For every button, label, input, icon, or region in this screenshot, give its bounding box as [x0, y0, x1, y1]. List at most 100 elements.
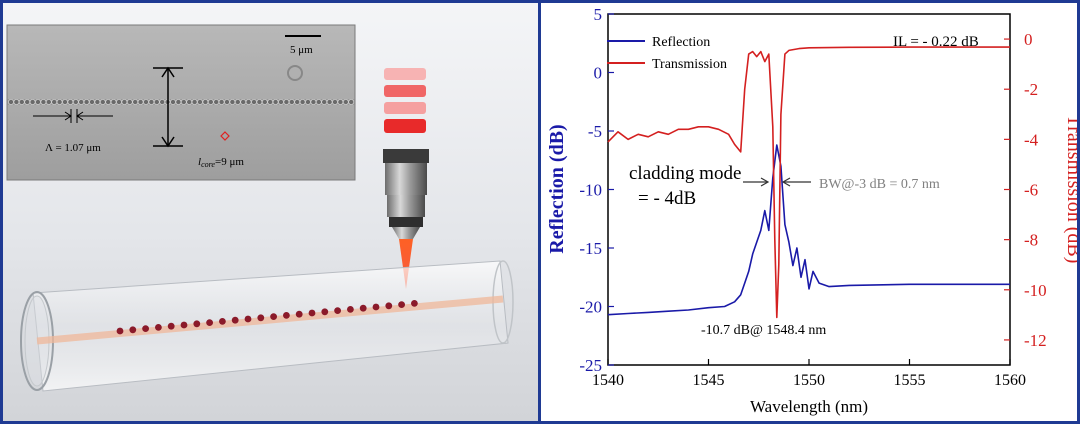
- micro-point: [170, 99, 175, 104]
- fiber-point: [270, 313, 277, 320]
- fiber-point: [283, 312, 290, 319]
- micro-point: [8, 99, 13, 104]
- x-tick-label: 1545: [693, 372, 725, 389]
- annotation-insertion-loss: IL = - 0.22 dB: [893, 34, 979, 50]
- micro-point: [295, 99, 300, 104]
- fiber-point: [373, 304, 380, 311]
- micro-point: [300, 99, 305, 104]
- fiber-point: [168, 323, 175, 330]
- micro-point: [246, 99, 251, 104]
- fiber-point: [193, 320, 200, 327]
- fiber-point: [360, 305, 367, 312]
- fiber-point: [309, 310, 316, 317]
- fiber-point: [245, 316, 252, 323]
- fiber-point: [411, 300, 418, 307]
- micro-point: [111, 99, 116, 104]
- micro-point: [52, 99, 57, 104]
- micro-point: [322, 99, 327, 104]
- y-left-tick-label: -15: [579, 239, 602, 258]
- x-axis-label: Wavelength (nm): [750, 397, 868, 416]
- scale-bar-label: 5 μm: [290, 44, 313, 56]
- y-right-tick-label: -2: [1024, 80, 1038, 99]
- annotation-cladding-line2: = - 4dB: [638, 188, 696, 209]
- micro-point: [35, 99, 40, 104]
- fiber-point: [385, 302, 392, 309]
- micro-point: [305, 99, 310, 104]
- fiber-point: [347, 306, 354, 313]
- y-left-tick-label: 0: [594, 64, 603, 83]
- fiber-point: [257, 314, 264, 321]
- micro-point: [343, 99, 348, 104]
- micro-point: [273, 99, 278, 104]
- micro-point: [138, 99, 143, 104]
- micro-point: [30, 99, 35, 104]
- micro-point: [224, 99, 229, 104]
- y-left-tick-label: 5: [594, 5, 603, 24]
- fiber-point: [296, 311, 303, 318]
- micro-point: [122, 99, 127, 104]
- annotation-cladding-line1: cladding mode: [629, 163, 741, 184]
- legend-label-transmission: Transmission: [652, 57, 727, 72]
- micro-point: [197, 99, 202, 104]
- y-right-tick-label: 0: [1024, 30, 1033, 49]
- micro-point: [284, 99, 289, 104]
- micro-point: [268, 99, 273, 104]
- micro-point: [311, 99, 316, 104]
- fiber-point: [232, 317, 239, 324]
- micro-point: [14, 99, 19, 104]
- micrograph-inset: 5 μm Λ = 1.07 μm lcore=9 μm: [7, 25, 355, 180]
- micro-point: [133, 99, 138, 104]
- micro-point: [106, 99, 111, 104]
- micro-point: [84, 99, 89, 104]
- micro-point: [68, 99, 73, 104]
- y-right-tick-label: -12: [1024, 331, 1047, 350]
- fiber-point: [321, 308, 328, 315]
- micro-point: [192, 99, 197, 104]
- fiber-point: [142, 325, 149, 332]
- annotation-bandwidth: BW@-3 dB = 0.7 nm: [819, 177, 940, 192]
- y-right-tick-label: -10: [1024, 281, 1047, 300]
- micro-point: [100, 99, 105, 104]
- micro-point: [187, 99, 192, 104]
- micro-point: [289, 99, 294, 104]
- y-right-tick-label: -6: [1024, 181, 1038, 200]
- micro-point: [230, 99, 235, 104]
- micro-point: [41, 99, 46, 104]
- micro-point: [262, 99, 267, 104]
- micro-point: [149, 99, 154, 104]
- micro-point: [143, 99, 148, 104]
- y-axis-right-label: Transmission (dB): [1063, 115, 1077, 264]
- y-left-tick-label: -5: [588, 122, 602, 141]
- micro-point: [241, 99, 246, 104]
- y-right-tick-label: -4: [1024, 130, 1039, 149]
- micro-point: [251, 99, 256, 104]
- laser-pulses: [384, 68, 426, 133]
- annotation-dip: -10.7 dB@ 1548.4 nm: [701, 323, 826, 338]
- micro-point: [25, 99, 30, 104]
- micro-point: [278, 99, 283, 104]
- y-right-tick-label: -8: [1024, 231, 1038, 250]
- micro-point: [73, 99, 78, 104]
- period-label: Λ = 1.07 μm: [45, 142, 101, 154]
- y-left-tick-label: -10: [579, 181, 602, 200]
- micro-point: [235, 99, 240, 104]
- micro-point: [154, 99, 159, 104]
- micro-point: [19, 99, 24, 104]
- schematic-panel: 5 μm Λ = 1.07 μm lcore=9 μm: [3, 3, 538, 421]
- micro-point: [95, 99, 100, 104]
- micro-point: [219, 99, 224, 104]
- objective-lens: [383, 149, 429, 239]
- micro-point: [349, 99, 354, 104]
- micro-point: [257, 99, 262, 104]
- micro-point: [327, 99, 332, 104]
- micro-point: [127, 99, 132, 104]
- micro-point: [62, 99, 67, 104]
- micro-point: [176, 99, 181, 104]
- micro-point: [181, 99, 186, 104]
- fiber-tube: [21, 261, 513, 391]
- micro-point: [57, 99, 62, 104]
- micro-point: [338, 99, 343, 104]
- micro-point: [208, 99, 213, 104]
- micro-point: [203, 99, 208, 104]
